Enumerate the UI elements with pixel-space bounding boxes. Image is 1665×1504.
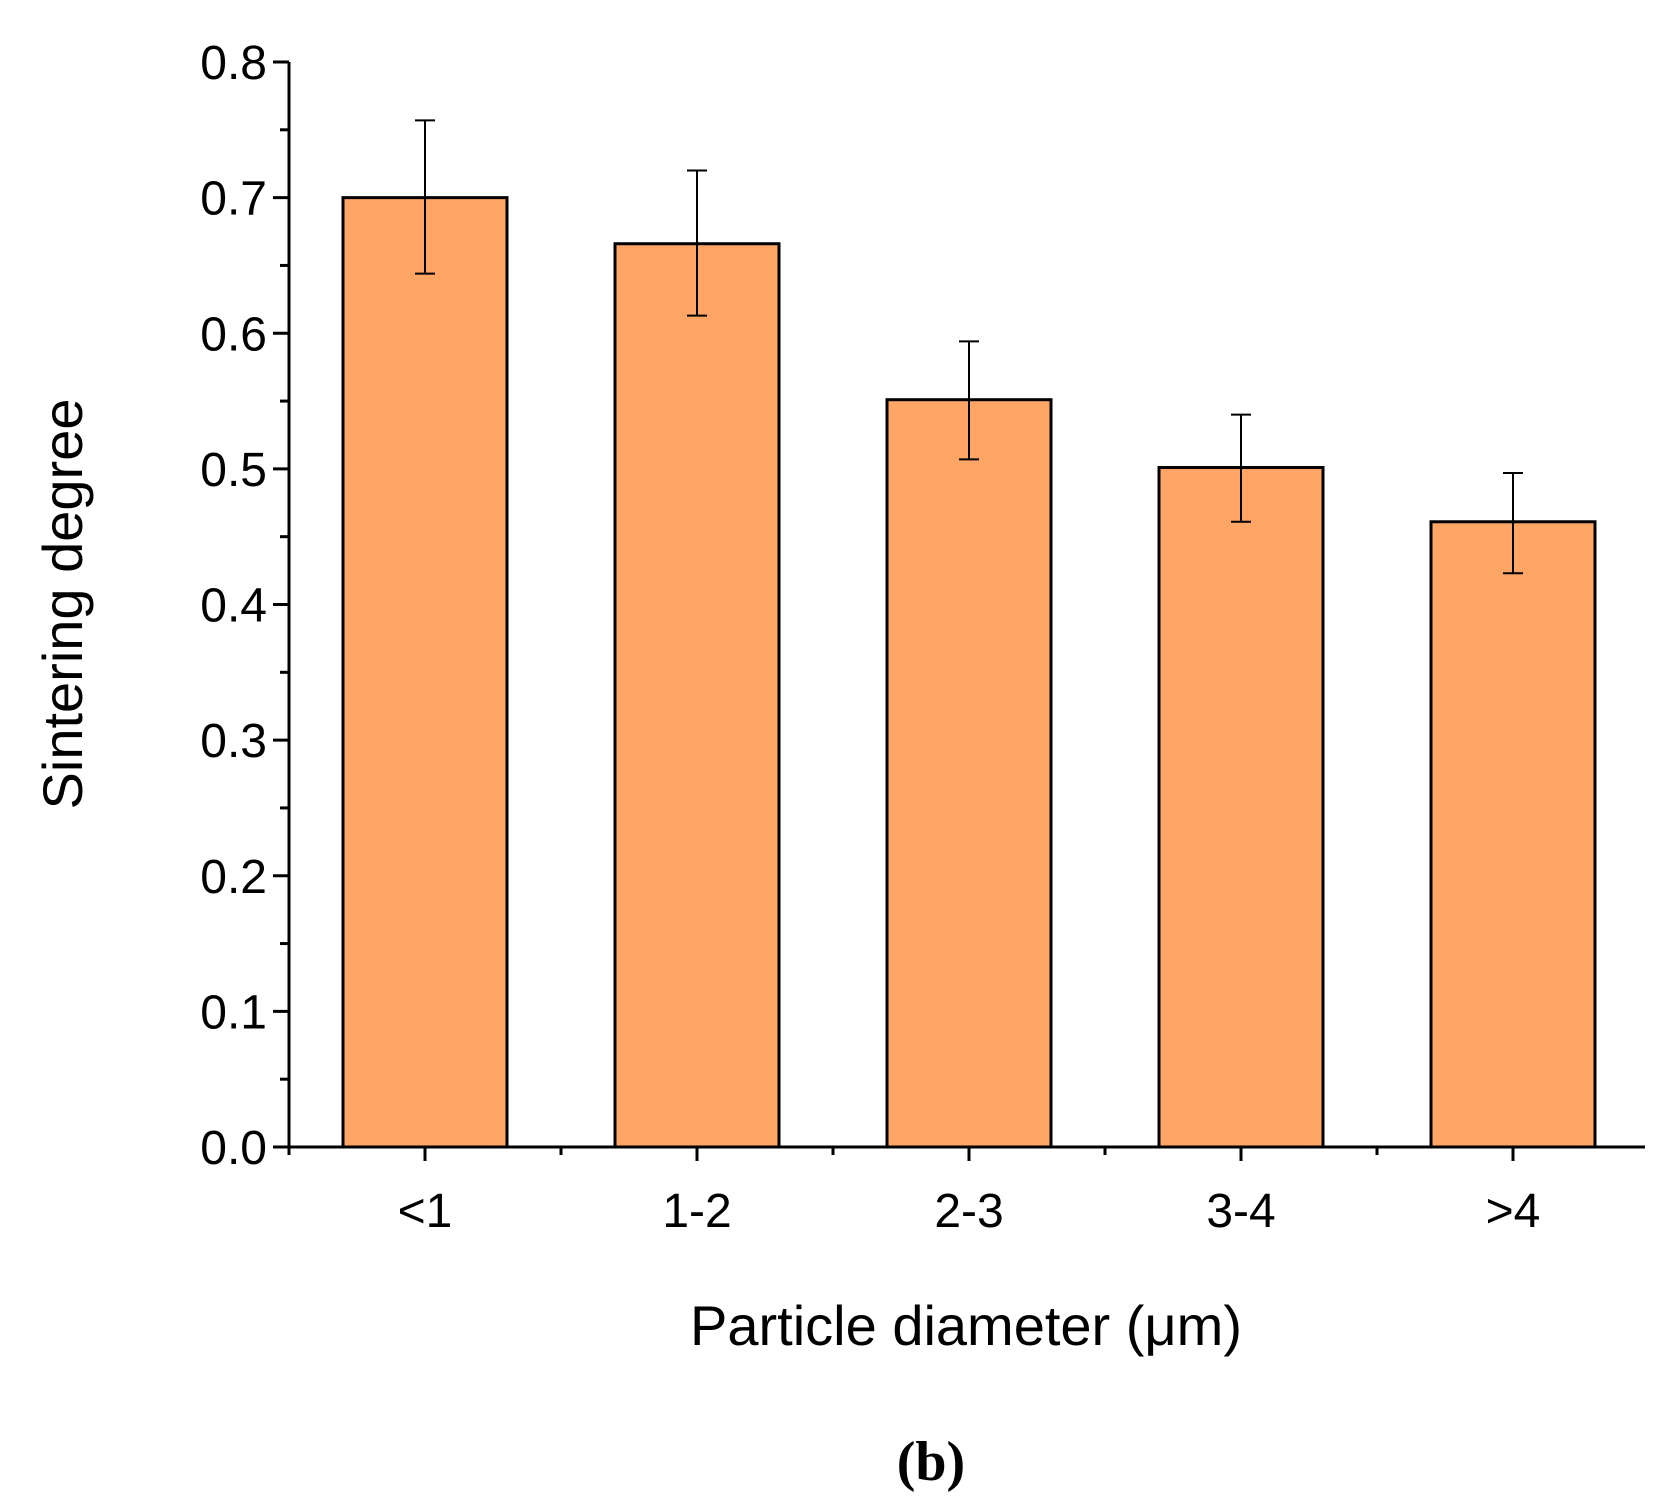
x-tick-label: 3-4 <box>1206 1185 1275 1238</box>
bar <box>341 196 509 1149</box>
y-tick-label: 0.0 <box>200 1122 267 1175</box>
bar <box>613 242 781 1149</box>
bar <box>1157 466 1325 1149</box>
bars <box>341 196 1597 1149</box>
x-ticks: <1 1-2 2-3 3-4 >4 <box>287 1147 1541 1238</box>
y-tick-label: 0.4 <box>200 580 267 633</box>
y-axis-title: Sintering degree <box>31 399 94 810</box>
bar <box>1429 520 1597 1149</box>
bar <box>885 398 1053 1149</box>
y-tick-label: 0.1 <box>200 986 267 1039</box>
panel-label: (b) <box>897 1431 965 1493</box>
y-ticks: 0.0 0.1 0.2 0.3 0.4 0.5 0.6 0.7 0.8 <box>200 37 289 1175</box>
x-tick-label: 2-3 <box>934 1185 1003 1238</box>
y-tick-label: 0.5 <box>200 444 267 497</box>
x-tick-label: <1 <box>398 1185 453 1238</box>
y-tick-label: 0.7 <box>200 173 267 226</box>
x-axis-title: Particle diameter (μm) <box>690 1294 1242 1357</box>
y-tick-label: 0.8 <box>200 37 267 90</box>
y-tick-label: 0.6 <box>200 308 267 361</box>
y-tick-label: 0.3 <box>200 715 267 768</box>
x-tick-label: >4 <box>1486 1185 1541 1238</box>
y-tick-label: 0.2 <box>200 851 267 904</box>
error-bars <box>415 119 1523 575</box>
x-tick-label: 1-2 <box>662 1185 731 1238</box>
